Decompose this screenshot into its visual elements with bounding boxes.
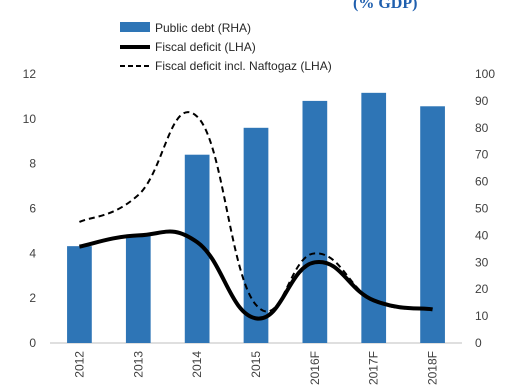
legend-label-public-debt: Public debt (RHA) (155, 21, 251, 35)
bar-public-debt-2015 (243, 127, 269, 343)
right-tick-label: 70 (475, 148, 489, 162)
bar-public-debt-2012 (67, 246, 92, 343)
right-tick-label: 30 (475, 255, 489, 269)
right-tick-label: 100 (475, 67, 495, 81)
left-axis-ticks: 0 2 4 6 8 10 12 (23, 67, 37, 350)
right-tick-label: 80 (475, 121, 489, 135)
x-tick-label: 2013 (131, 351, 145, 378)
right-tick-label: 10 (475, 309, 489, 323)
line-fiscal-deficit (79, 229, 433, 321)
left-tick-label: 8 (29, 157, 36, 171)
left-tick-label: 2 (29, 291, 36, 305)
legend: Public debt (RHA) Fiscal deficit (LHA) F… (120, 21, 332, 73)
left-tick-label: 4 (29, 246, 36, 260)
bar-public-debt-2018f (420, 106, 445, 343)
x-axis-ticks: 2012 2013 2014 2015 2016F 2017F 2018F (72, 351, 439, 385)
x-tick-label: 2016F (308, 351, 322, 385)
right-tick-label: 90 (475, 94, 489, 108)
x-tick-label: 2014 (190, 351, 204, 378)
right-axis-ticks: 0 10 20 30 40 50 60 70 80 90 100 (475, 67, 495, 350)
left-tick-label: 10 (23, 112, 37, 126)
right-tick-label: 40 (475, 228, 489, 242)
legend-label-fiscal-deficit-naftogaz: Fiscal deficit incl. Naftogaz (LHA) (155, 59, 332, 73)
lines (79, 111, 433, 321)
bar-public-debt-2016f (302, 100, 328, 344)
legend-label-fiscal-deficit: Fiscal deficit (LHA) (155, 40, 256, 54)
legend-swatch-public-debt (120, 22, 150, 32)
right-tick-label: 0 (475, 336, 482, 350)
x-tick-label: 2012 (72, 351, 86, 378)
right-tick-label: 20 (475, 282, 489, 296)
right-tick-label: 60 (475, 175, 489, 189)
x-tick-label: 2015 (249, 351, 263, 378)
left-tick-label: 6 (29, 202, 36, 216)
bar-public-debt-2013 (125, 235, 151, 343)
x-tick-label: 2018F (426, 351, 440, 385)
chart-title-fragment: (% GDP) (353, 0, 417, 12)
left-tick-label: 0 (29, 336, 36, 350)
left-tick-label: 12 (23, 67, 37, 81)
line-fiscal-deficit-naftogaz (79, 111, 433, 313)
right-tick-label: 50 (475, 202, 489, 216)
x-tick-label: 2017F (367, 351, 381, 385)
